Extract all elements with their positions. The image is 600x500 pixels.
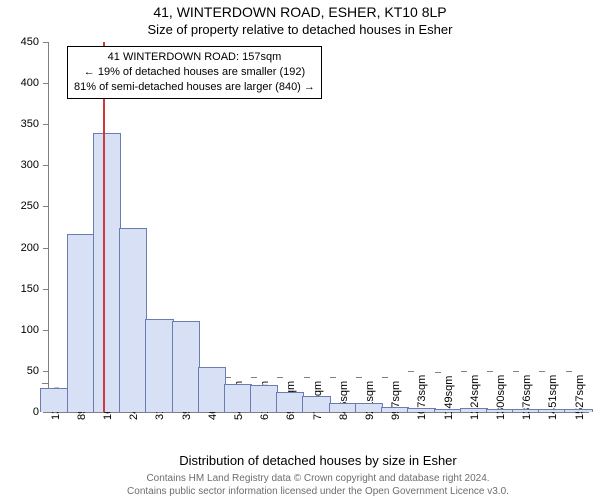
y-tick-label: 50 xyxy=(27,365,49,377)
annotation-line: 81% of semi-detached houses are larger (… xyxy=(74,80,315,95)
chart-subtitle: Size of property relative to detached ho… xyxy=(0,22,600,37)
histogram-bar xyxy=(434,409,462,412)
histogram-bar xyxy=(486,409,514,412)
histogram-bar xyxy=(145,319,173,412)
annotation-line: ← 19% of detached houses are smaller (19… xyxy=(74,65,315,80)
histogram-bar xyxy=(355,403,383,412)
histogram-bar xyxy=(302,396,330,412)
y-tick-label: 300 xyxy=(21,159,49,171)
histogram-bar xyxy=(224,384,252,412)
x-axis-label: Distribution of detached houses by size … xyxy=(48,453,588,468)
x-tick-label: 1300sqm xyxy=(495,375,507,420)
footer-line: Contains public sector information licen… xyxy=(48,486,588,499)
histogram-bar xyxy=(407,408,435,412)
histogram-bar xyxy=(93,133,121,412)
histogram-bar xyxy=(67,234,95,412)
histogram-bar xyxy=(198,367,226,412)
x-tick-label: 1224sqm xyxy=(469,375,481,420)
marker-annotation: 41 WINTERDOWN ROAD: 157sqm← 19% of detac… xyxy=(67,46,322,99)
x-tick-label: 921sqm xyxy=(364,381,376,420)
y-tick-label: 400 xyxy=(21,77,49,89)
histogram-bar xyxy=(381,407,409,412)
histogram-bar xyxy=(40,388,68,412)
histogram-bar xyxy=(329,403,357,412)
x-tick-label: 1073sqm xyxy=(416,375,428,420)
x-tick-label: 1149sqm xyxy=(443,376,455,420)
histogram-bar xyxy=(512,409,540,412)
y-tick-label: 450 xyxy=(21,36,49,48)
plot-area: 05010015020025030035040045013sqm89sqm164… xyxy=(48,42,589,413)
y-tick-label: 250 xyxy=(21,200,49,212)
x-tick-label: 1451sqm xyxy=(547,375,559,420)
x-tick-label: 1527sqm xyxy=(574,375,586,420)
y-tick-label: 200 xyxy=(21,242,49,254)
x-tick-label: 1376sqm xyxy=(521,375,533,420)
chart-title: 41, WINTERDOWN ROAD, ESHER, KT10 8LP xyxy=(0,4,600,20)
histogram-bar xyxy=(250,385,278,412)
y-tick-label: 100 xyxy=(21,324,49,336)
x-tick-label: 846sqm xyxy=(338,381,350,420)
y-tick-label: 350 xyxy=(21,118,49,130)
histogram-bar xyxy=(172,321,200,412)
chart-container: 41, WINTERDOWN ROAD, ESHER, KT10 8LP Siz… xyxy=(0,0,600,500)
footer-line: Contains HM Land Registry data © Crown c… xyxy=(48,473,588,486)
x-tick-label: 997sqm xyxy=(390,381,402,420)
histogram-bar xyxy=(538,409,566,412)
chart-footer: Contains HM Land Registry data © Crown c… xyxy=(48,473,588,498)
histogram-bar xyxy=(119,228,147,412)
y-tick-label: 150 xyxy=(21,283,49,295)
histogram-bar xyxy=(564,409,592,412)
annotation-line: 41 WINTERDOWN ROAD: 157sqm xyxy=(74,50,315,65)
histogram-bar xyxy=(276,392,304,412)
histogram-bar xyxy=(460,408,488,412)
